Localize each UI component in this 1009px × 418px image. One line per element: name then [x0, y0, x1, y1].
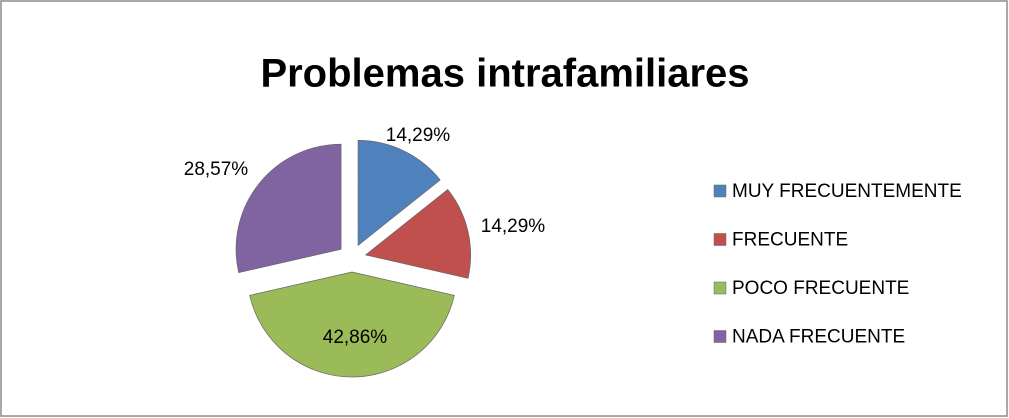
chart-title: Problemas intrafamiliares	[260, 52, 749, 96]
data-label: 28,57%	[184, 159, 249, 180]
legend-label: FRECUENTE	[732, 230, 848, 251]
data-label: 42,86%	[323, 327, 388, 348]
pie-slice	[364, 188, 471, 279]
legend-swatch	[713, 184, 727, 198]
legend-swatch	[713, 330, 727, 343]
legend-swatch	[713, 233, 727, 246]
data-label: 14,29%	[386, 125, 451, 146]
legend-label: NADA FRECUENTE	[732, 327, 905, 348]
pie-slice	[357, 140, 441, 247]
pie-slice	[249, 271, 455, 378]
legend-swatch	[713, 281, 727, 295]
pie-slice	[235, 143, 342, 274]
legend-label: POCO FRECUENTE	[732, 278, 909, 299]
data-label: 14,29%	[481, 216, 546, 237]
legend-label: MUY FRECUENTEMENTE	[732, 181, 962, 202]
